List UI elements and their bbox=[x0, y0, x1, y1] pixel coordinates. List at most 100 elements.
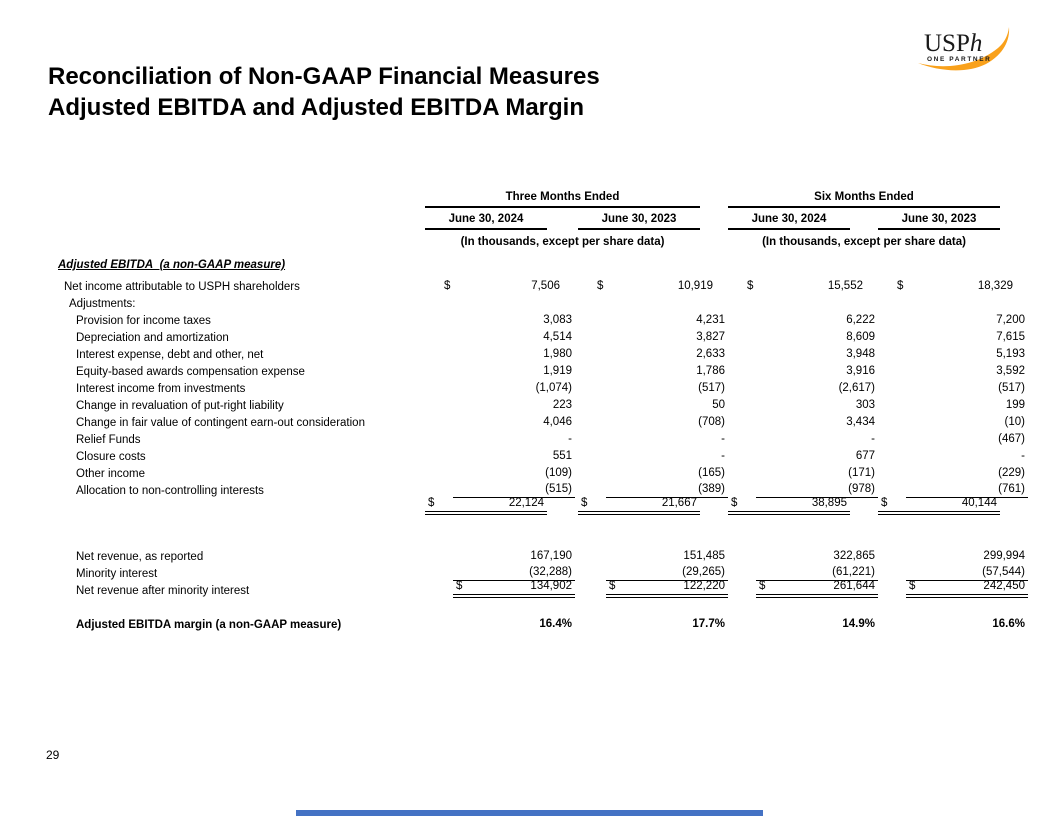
table-row: Provision for income taxes 3,083 4,231 6,22… bbox=[48, 311, 1028, 328]
cell-value: 199 bbox=[1005, 399, 1025, 411]
cell-value: 8,609 bbox=[846, 331, 875, 343]
cell-value: 5,193 bbox=[996, 348, 1025, 360]
value-cell: 5,193 bbox=[906, 347, 1028, 362]
value-cell: (708) bbox=[606, 415, 728, 430]
group-header-three-months: Three Months Ended bbox=[425, 190, 700, 208]
value-cell: 3,948 bbox=[756, 347, 878, 362]
cell-value: 16.4% bbox=[539, 618, 572, 630]
cell-value: 261,644 bbox=[833, 580, 875, 592]
value-cell: 299,994 bbox=[906, 549, 1028, 564]
table-row: Net revenue, as reported 167,190 151,485 32… bbox=[48, 547, 1028, 564]
group-header-row: Three Months Ended Six Months Ended bbox=[48, 190, 1028, 208]
row-label: Allocation to non-controlling interests bbox=[76, 485, 264, 497]
table-row: Interest income from investments (1,074) (… bbox=[48, 379, 1028, 396]
row-label: Minority interest bbox=[76, 568, 158, 580]
dollar-sign: $ bbox=[731, 497, 738, 509]
row-label: Change in fair value of contingent earn-… bbox=[76, 417, 365, 429]
value-cell: (165) bbox=[606, 466, 728, 481]
value-cell: 1,919 bbox=[453, 364, 575, 379]
cell-value: (57,544) bbox=[982, 566, 1025, 578]
cell-value: (229) bbox=[998, 467, 1025, 479]
cell-value: (515) bbox=[545, 483, 572, 495]
value-cell: 4,046 bbox=[453, 415, 575, 430]
value-cell: $7,506 bbox=[441, 279, 563, 294]
cell-value: 134,902 bbox=[530, 580, 572, 592]
value-cell: (978) bbox=[756, 482, 878, 498]
section-heading: Adjusted EBITDA (a non-GAAP measure) bbox=[58, 259, 286, 271]
cell-value: 1,786 bbox=[696, 365, 725, 377]
cell-value: 15,552 bbox=[827, 280, 863, 292]
cell-value: 50 bbox=[712, 399, 725, 411]
value-cell: 16.4% bbox=[453, 617, 575, 632]
subnote-six-months: (In thousands, except per share data) bbox=[762, 236, 966, 248]
value-cell: $22,124 bbox=[425, 496, 547, 515]
cell-value: 151,485 bbox=[683, 550, 725, 562]
value-cell: $21,667 bbox=[578, 496, 700, 515]
page-number: 29 bbox=[46, 748, 60, 762]
dollar-sign: $ bbox=[881, 497, 888, 509]
cell-value bbox=[565, 297, 568, 309]
value-cell: $40,144 bbox=[878, 496, 1000, 515]
row-label: Provision for income taxes bbox=[76, 315, 211, 327]
table-row: Adjusted EBITDA margin (a non-GAAP measu… bbox=[48, 615, 1028, 632]
cell-value: 223 bbox=[552, 399, 572, 411]
cell-value: 10,919 bbox=[677, 280, 713, 292]
table-row: Minority interest (32,288) (29,265) (61,221… bbox=[48, 564, 1028, 581]
cell-value: (32,288) bbox=[529, 566, 572, 578]
cell-value: 4,231 bbox=[696, 314, 725, 326]
value-cell: 6,222 bbox=[756, 313, 878, 328]
page-title-line2: Adjusted EBITDA and Adjusted EBITDA Marg… bbox=[48, 93, 585, 121]
value-cell: 223 bbox=[453, 398, 575, 413]
value-cell: (229) bbox=[906, 466, 1028, 481]
cell-value: (1,074) bbox=[535, 382, 572, 394]
cell-value: (761) bbox=[998, 483, 1025, 495]
cell-value: (517) bbox=[698, 382, 725, 394]
usph-logo-graphic: USPh ONE PARTNER bbox=[918, 27, 1010, 71]
value-cell: $38,895 bbox=[728, 496, 850, 515]
cell-value bbox=[718, 297, 721, 309]
value-cell: 3,592 bbox=[906, 364, 1028, 379]
value-cell: 3,827 bbox=[606, 330, 728, 345]
cell-value: 677 bbox=[855, 450, 875, 462]
value-cell: (32,288) bbox=[453, 565, 575, 581]
table-row: Net revenue after minority interest $134,… bbox=[48, 579, 1028, 598]
column-header-row: June 30, 2024 June 30, 2023 June 30, 202… bbox=[48, 208, 1028, 230]
cell-value bbox=[1018, 297, 1021, 309]
table-row: Change in fair value of contingent earn-… bbox=[48, 413, 1028, 430]
col-header-3m-2023: June 30, 2023 bbox=[578, 212, 700, 230]
cell-value: 3,916 bbox=[846, 365, 875, 377]
value-cell: - bbox=[606, 432, 728, 447]
cell-value: 1,919 bbox=[543, 365, 572, 377]
cell-value: 3,083 bbox=[543, 314, 572, 326]
table-row: Allocation to non-controlling interests (… bbox=[48, 481, 1028, 498]
cell-value: 7,506 bbox=[531, 280, 560, 292]
cell-value: (165) bbox=[698, 467, 725, 479]
cell-value: 122,220 bbox=[683, 580, 725, 592]
usph-logo: USPh ONE PARTNER bbox=[914, 18, 1014, 76]
value-cell: (2,617) bbox=[756, 381, 878, 396]
cell-value: 551 bbox=[552, 450, 572, 462]
cell-value: 22,124 bbox=[508, 497, 544, 509]
value-cell: $18,329 bbox=[894, 279, 1016, 294]
table-body: Net income attributable to USPH sharehol… bbox=[48, 277, 1028, 632]
spacer-row bbox=[48, 598, 1028, 615]
cell-value: 18,329 bbox=[977, 280, 1013, 292]
value-cell: $242,450 bbox=[906, 579, 1028, 598]
value-cell: (61,221) bbox=[756, 565, 878, 581]
value-cell: - bbox=[906, 449, 1028, 464]
cell-value: (29,265) bbox=[682, 566, 725, 578]
row-label: Adjustments: bbox=[69, 298, 136, 310]
value-cell bbox=[749, 296, 871, 311]
row-label: Change in revaluation of put-right liabi… bbox=[76, 400, 284, 412]
dollar-sign: $ bbox=[909, 580, 916, 592]
value-cell: 50 bbox=[606, 398, 728, 413]
logo-swoosh bbox=[918, 27, 1010, 71]
cell-value: 303 bbox=[855, 399, 875, 411]
logo-text-usp: USPh bbox=[924, 30, 982, 57]
dollar-sign: $ bbox=[759, 580, 766, 592]
cell-value: (61,221) bbox=[832, 566, 875, 578]
cell-value: 4,514 bbox=[543, 331, 572, 343]
dollar-sign: $ bbox=[581, 497, 588, 509]
value-cell: 17.7% bbox=[606, 617, 728, 632]
